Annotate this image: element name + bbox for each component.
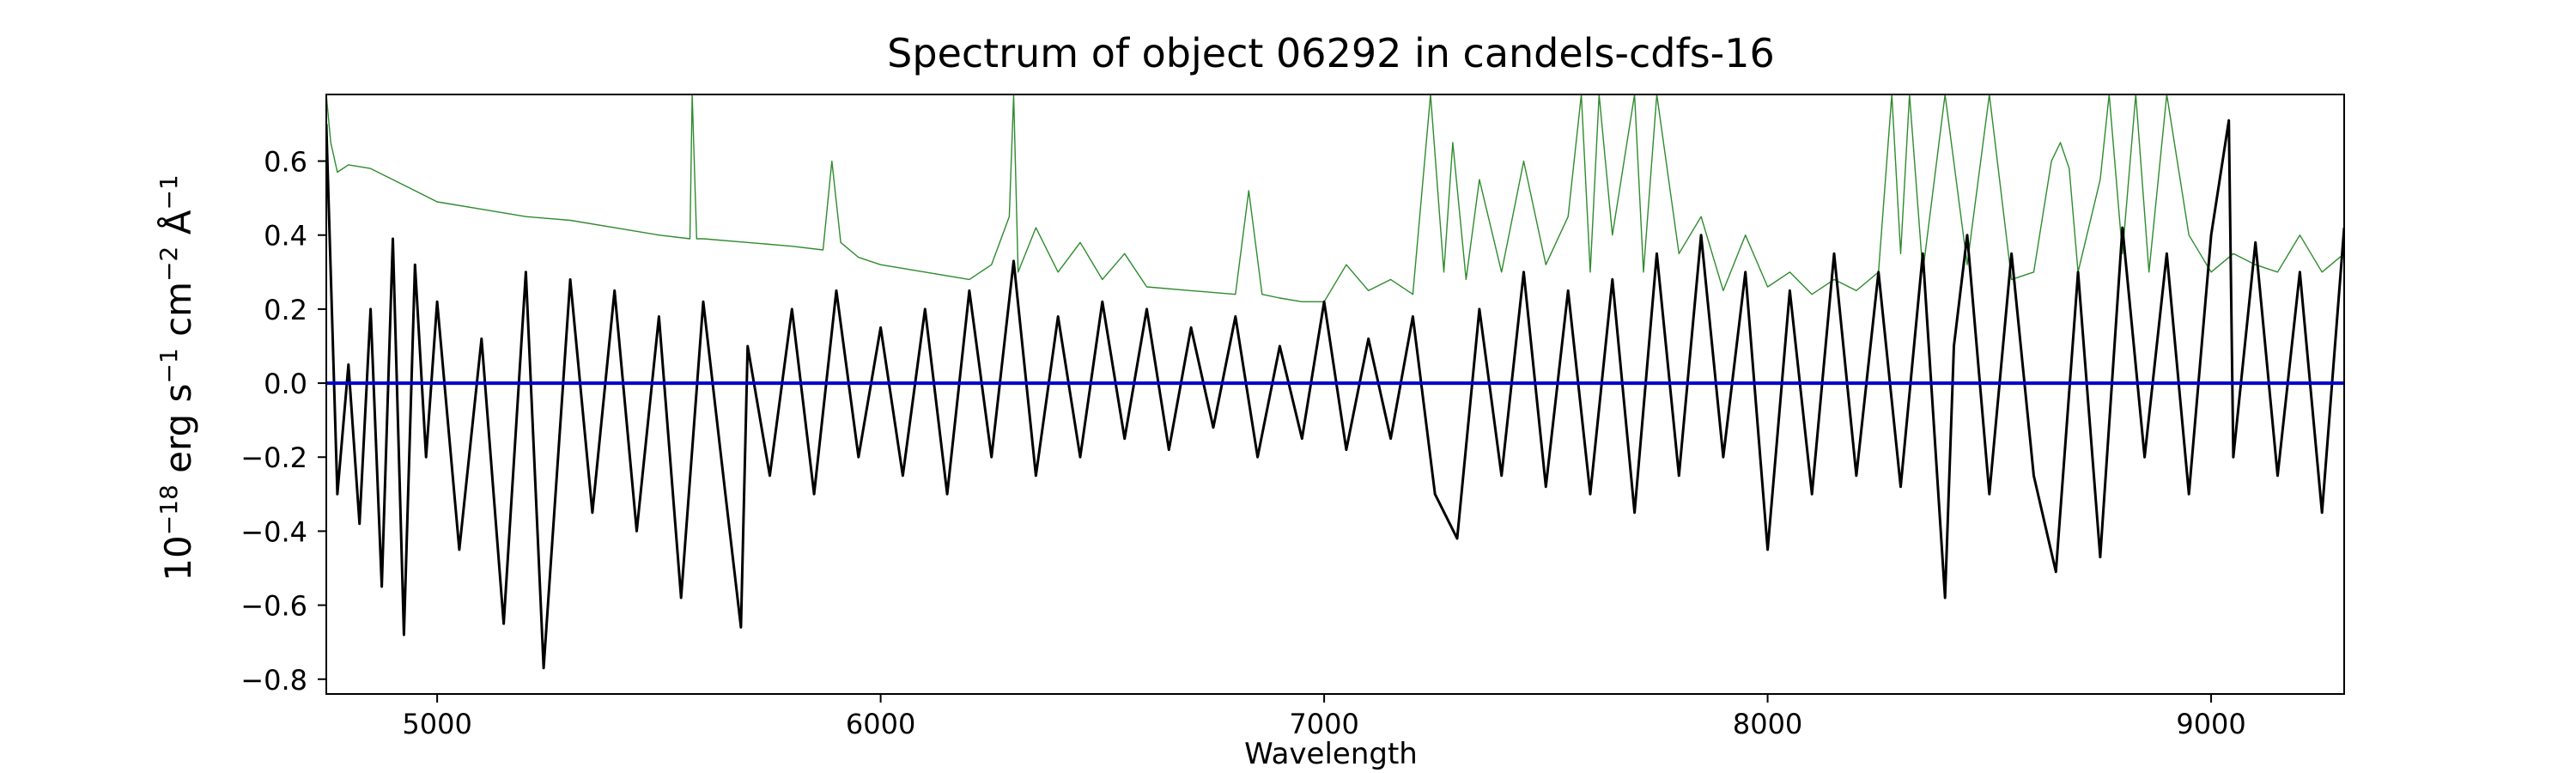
- y-label-exp3: −2: [155, 247, 183, 282]
- plot-area: [326, 94, 2344, 670]
- plot-frame: [325, 94, 2345, 695]
- x-axis-label: Wavelength: [1244, 737, 1418, 771]
- y-tick-label: 0.6: [264, 146, 307, 179]
- flux-series-line: [326, 119, 2344, 670]
- x-tick-label: 8000: [1733, 708, 1802, 740]
- y-tick-label: −0.2: [240, 441, 307, 474]
- y-axis-label: 10−18 erg s−1 cm−2 Å−1: [155, 174, 200, 581]
- chart-title: Spectrum of object 06292 in candels-cdfs…: [887, 30, 1775, 76]
- x-tick-label: 9000: [2176, 708, 2245, 740]
- y-label-exp2: −1: [155, 348, 183, 383]
- x-tick-label: 6000: [846, 708, 915, 740]
- y-tick-label: −0.4: [240, 515, 307, 548]
- x-axis: 5000 6000 7000 8000 9000: [402, 694, 2246, 740]
- y-label-t3: Å: [156, 210, 199, 246]
- y-tick-label: 0.4: [264, 220, 307, 253]
- y-tick-label: −0.6: [240, 590, 307, 623]
- y-label-t1: erg s: [157, 384, 199, 485]
- y-tick-label: −0.8: [240, 664, 307, 697]
- y-label-t2: cm: [157, 282, 199, 348]
- y-label-base: 10: [157, 535, 199, 581]
- x-tick-label: 5000: [402, 708, 471, 740]
- error-series-line: [326, 94, 2344, 302]
- y-label-exp1: −18: [155, 484, 183, 535]
- y-tick-label: 0.0: [264, 368, 307, 400]
- y-axis: −0.8 −0.6 −0.4 −0.2 0.0 0.2 0.4 0.6: [240, 146, 326, 697]
- y-tick-label: 0.2: [264, 294, 307, 326]
- y-label-exp4: −1: [155, 174, 183, 210]
- x-tick-label: 7000: [1289, 708, 1358, 740]
